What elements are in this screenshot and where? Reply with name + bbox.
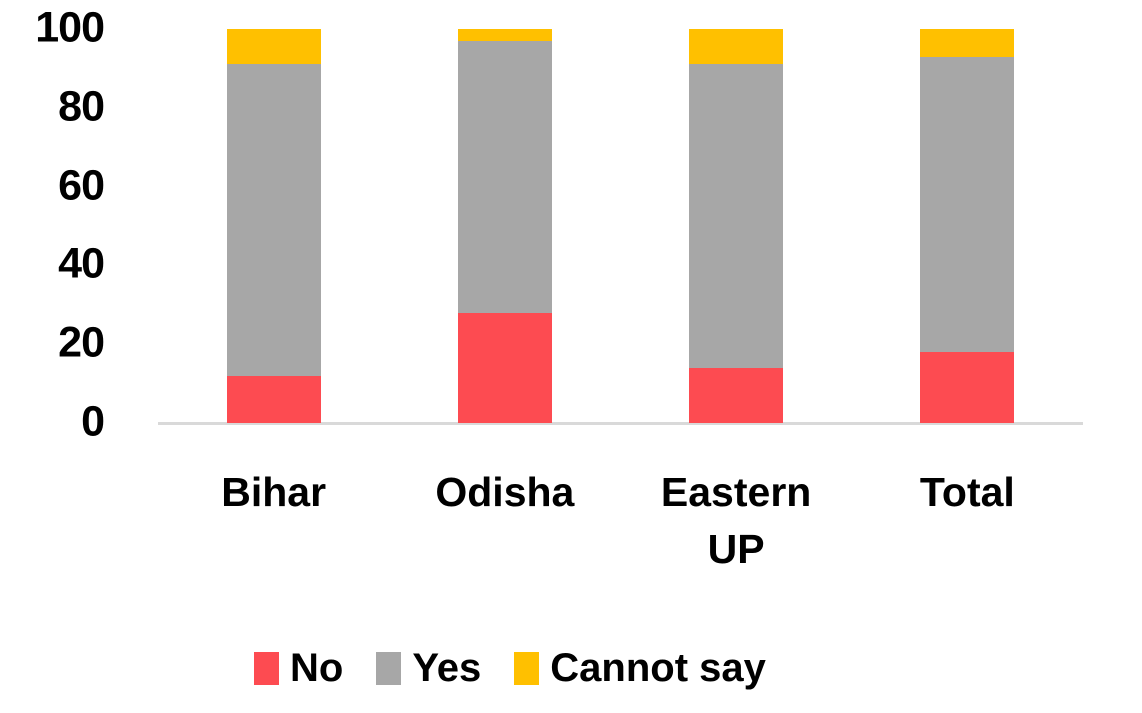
category-label-eastern-up: Eastern UP xyxy=(660,469,812,573)
bar-segment-yes xyxy=(226,64,321,376)
legend-swatch-yes xyxy=(376,651,402,685)
category-label-total: Total xyxy=(919,469,1015,515)
legend-swatch-no xyxy=(254,651,279,685)
category-label-odisha: Odisha xyxy=(435,469,575,515)
bar-segment-no xyxy=(689,367,784,423)
legend-swatch-cannot-say xyxy=(514,651,540,685)
category-label-bihar: Bihar xyxy=(221,469,327,515)
bar-segment-no xyxy=(920,352,1015,423)
legend-label-yes: Yes xyxy=(412,646,482,690)
legend-item-yes: Yes xyxy=(376,648,481,688)
legend-item-cannot-say: Cannot say xyxy=(514,648,766,688)
y-axis-tick-label: 100 xyxy=(35,3,105,52)
bar-total xyxy=(920,29,1015,423)
y-axis-tick-label: 0 xyxy=(81,397,105,446)
legend-label-no: No xyxy=(290,646,344,690)
bar-segment-cannot-say xyxy=(920,29,1015,57)
x-axis-line xyxy=(158,422,1083,425)
y-axis-tick-label: 40 xyxy=(58,240,105,289)
bar-segment-cannot-say xyxy=(457,29,552,41)
bar-eastern-up xyxy=(689,29,784,423)
bar-segment-yes xyxy=(920,56,1015,353)
bar-segment-cannot-say xyxy=(689,29,784,65)
bar-segment-no xyxy=(226,375,321,423)
bar-segment-yes xyxy=(689,64,784,368)
legend-item-no: No xyxy=(254,648,343,688)
legend: No Yes Cannot say xyxy=(254,648,766,688)
y-axis-tick-label: 60 xyxy=(58,161,105,210)
y-axis-tick-label: 80 xyxy=(58,82,105,131)
bar-segment-no xyxy=(457,312,552,423)
bar-segment-cannot-say xyxy=(226,29,321,65)
legend-label-cannot-say: Cannot say xyxy=(550,646,766,690)
bar-odisha xyxy=(457,29,552,423)
bar-bihar xyxy=(226,29,321,423)
bar-segment-yes xyxy=(457,40,552,313)
y-axis-tick-label: 20 xyxy=(58,318,105,367)
